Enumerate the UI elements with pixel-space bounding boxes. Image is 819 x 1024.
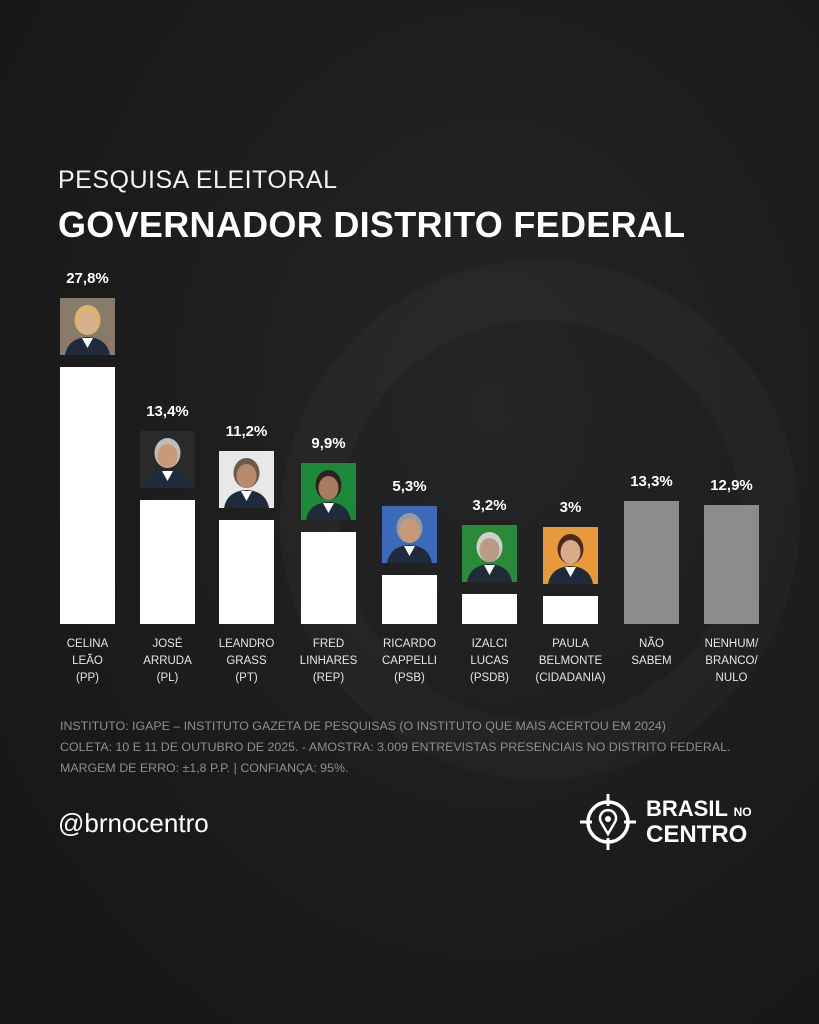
- value-label: 12,9%: [710, 476, 753, 494]
- bar: [704, 504, 759, 624]
- candidate-photo: [543, 527, 598, 585]
- note-margin: MARGEM DE ERRO: ±1,8 P.P. | CONFIANÇA: 9…: [60, 761, 349, 775]
- candidate-photo: [382, 506, 437, 563]
- candidate-photo: [140, 431, 195, 489]
- methodology-notes: INSTITUTO: IGAPE – INSTITUTO GAZETA DE P…: [60, 716, 780, 779]
- value-label: 11,2%: [225, 423, 268, 441]
- category-label: NÃO SABEM: [631, 638, 672, 667]
- category-label: CELINA LEÃO (PP): [66, 638, 109, 684]
- bar: [140, 500, 195, 624]
- category-label: PAULA BELMONTE (CIDADANIA): [535, 638, 606, 684]
- candidate-photo: [60, 298, 115, 355]
- bar: [219, 520, 274, 624]
- candidate-photo: [462, 525, 517, 583]
- bar: [462, 594, 517, 624]
- value-label: 5,3%: [392, 478, 427, 495]
- chart-title: GOVERNADOR DISTRITO FEDERAL: [58, 204, 686, 245]
- value-label: 27,8%: [66, 270, 109, 287]
- category-label: RICARDO CAPPELLI (PSB): [382, 638, 437, 684]
- category-label: JOSÉ ARRUDA (PL): [143, 638, 192, 684]
- value-label: 13,4%: [146, 403, 189, 421]
- category-label: IZALCI LUCAS (PSDB): [470, 638, 509, 684]
- bar: [382, 575, 437, 624]
- logo-brasil: BRASIL: [646, 795, 728, 821]
- bar-chart: 27,8% CELINA LEÃO (PP) 13,4% JOSÉ ARRUDA (P…: [60, 270, 759, 684]
- category-label: NENHUM/ BRANCO/ NULO: [704, 638, 759, 684]
- brand-logo: BRASIL NO CENTRO: [578, 792, 752, 852]
- social-handle: @brnocentro: [58, 808, 209, 838]
- category-label: FRED LINHARES (REP): [299, 638, 358, 684]
- crosshair-pin-icon: [580, 794, 636, 850]
- logo-centro: CENTRO: [646, 820, 748, 848]
- value-label: 3,2%: [472, 497, 507, 515]
- note-institute: INSTITUTO: IGAPE – INSTITUTO GAZETA DE P…: [60, 719, 666, 733]
- bar: [624, 501, 679, 624]
- chart-subtitle: PESQUISA ELEITORAL: [58, 166, 338, 194]
- bar: [543, 596, 598, 624]
- category-label: LEANDRO GRASS (PT): [218, 638, 275, 684]
- value-label: 3%: [559, 499, 582, 517]
- logo-no: NO: [733, 804, 752, 819]
- candidate-photo: [301, 463, 356, 521]
- value-label: 9,9%: [311, 435, 346, 453]
- candidate-photo: [219, 451, 274, 509]
- value-label: 13,3%: [630, 473, 673, 491]
- note-collection: COLETA: 10 E 11 DE OUTUBRO DE 2025. - AM…: [60, 740, 731, 754]
- bar: [60, 367, 115, 624]
- bar: [301, 532, 356, 624]
